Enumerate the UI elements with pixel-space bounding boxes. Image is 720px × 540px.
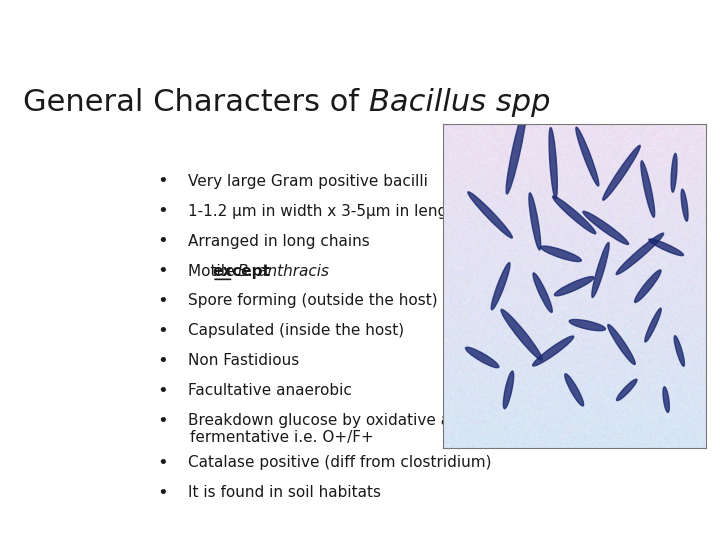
Text: Very large Gram positive bacilli: Very large Gram positive bacilli <box>188 174 428 188</box>
Text: •: • <box>157 262 168 280</box>
Ellipse shape <box>663 387 670 413</box>
Text: Facultative anaerobic: Facultative anaerobic <box>188 383 351 399</box>
Text: Breakdown glucose by oxidative and: Breakdown glucose by oxidative and <box>188 413 469 428</box>
Ellipse shape <box>466 347 499 368</box>
Text: •: • <box>157 172 168 190</box>
Ellipse shape <box>501 309 542 360</box>
Text: •: • <box>157 454 168 471</box>
Ellipse shape <box>645 308 661 342</box>
Ellipse shape <box>506 106 526 194</box>
Ellipse shape <box>468 192 513 238</box>
Text: •: • <box>157 202 168 220</box>
Ellipse shape <box>529 193 541 250</box>
Ellipse shape <box>554 276 594 296</box>
Ellipse shape <box>674 336 685 366</box>
Text: •: • <box>157 322 168 340</box>
Ellipse shape <box>541 246 581 261</box>
Text: •: • <box>157 292 168 310</box>
Text: •: • <box>157 232 168 250</box>
Ellipse shape <box>503 371 513 409</box>
Text: It is found in soil habitats: It is found in soil habitats <box>188 485 381 500</box>
Ellipse shape <box>616 233 664 274</box>
Ellipse shape <box>592 242 609 298</box>
Text: Arranged in long chains: Arranged in long chains <box>188 234 369 248</box>
Ellipse shape <box>583 211 629 245</box>
Ellipse shape <box>576 127 599 186</box>
Text: •: • <box>157 352 168 370</box>
Text: Bacillus spp: Bacillus spp <box>369 87 551 117</box>
Text: •: • <box>157 484 168 502</box>
Text: Capsulated (inside the host): Capsulated (inside the host) <box>188 323 404 339</box>
Text: •: • <box>157 411 168 430</box>
Text: Catalase positive (diff from clostridium): Catalase positive (diff from clostridium… <box>188 455 491 470</box>
Text: 1-1.2 μm in width x 3-5μm in length: 1-1.2 μm in width x 3-5μm in length <box>188 204 462 219</box>
Text: Spore forming (outside the host): Spore forming (outside the host) <box>188 293 437 308</box>
Ellipse shape <box>681 189 688 221</box>
Text: except: except <box>212 264 270 279</box>
Text: •: • <box>157 382 168 400</box>
Text: Non Fastidious: Non Fastidious <box>188 353 299 368</box>
Ellipse shape <box>549 127 557 199</box>
Ellipse shape <box>616 379 637 401</box>
Ellipse shape <box>533 336 574 366</box>
Ellipse shape <box>608 325 635 364</box>
Text: Motile: Motile <box>188 264 239 279</box>
Text: fermentative i.e. O+/F+: fermentative i.e. O+/F+ <box>190 430 374 445</box>
Ellipse shape <box>564 374 584 406</box>
Ellipse shape <box>491 262 510 310</box>
Ellipse shape <box>570 320 606 330</box>
Ellipse shape <box>634 270 661 302</box>
Text: B. anthracis: B. anthracis <box>233 264 329 279</box>
Ellipse shape <box>649 239 683 255</box>
Ellipse shape <box>641 161 654 217</box>
Ellipse shape <box>533 273 552 313</box>
Ellipse shape <box>603 145 640 200</box>
Ellipse shape <box>552 196 596 234</box>
Text: General Characters of: General Characters of <box>23 87 369 117</box>
Ellipse shape <box>671 153 677 192</box>
